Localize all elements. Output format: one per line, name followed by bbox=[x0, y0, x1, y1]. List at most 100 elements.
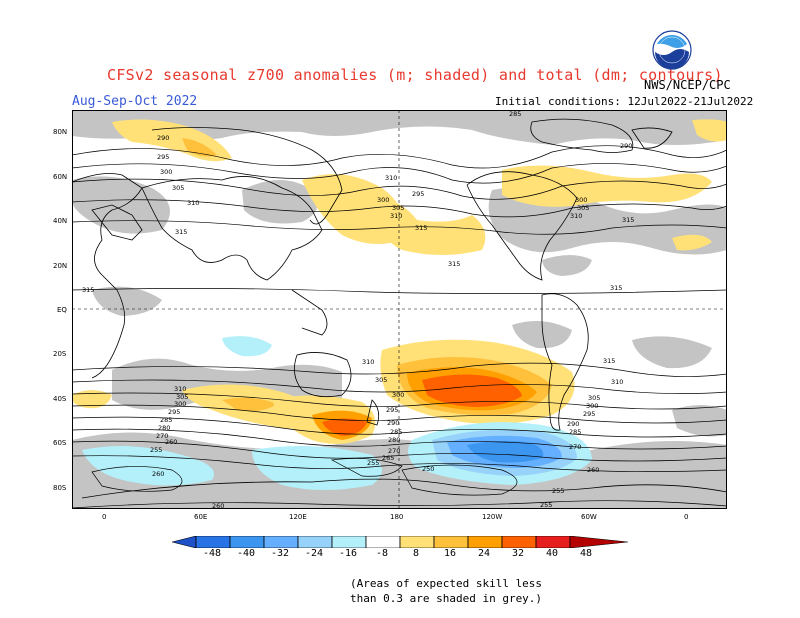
contour-label: 250 bbox=[422, 465, 434, 473]
contour-label: 290 bbox=[387, 419, 399, 427]
contour-label: 300 bbox=[586, 402, 598, 410]
colorbar-segment bbox=[172, 536, 197, 548]
contour-label: 310 bbox=[390, 212, 402, 220]
contour-label: 305 bbox=[172, 184, 184, 192]
contour-label: 315 bbox=[448, 260, 460, 268]
contour-label: 295 bbox=[157, 153, 169, 161]
contour-label: 295 bbox=[386, 406, 398, 414]
lon-label: 60W bbox=[581, 513, 597, 521]
contour-label: 300 bbox=[575, 196, 587, 204]
contour-label: 270 bbox=[388, 447, 400, 455]
lat-label: 20S bbox=[53, 350, 67, 358]
contour-label: 270 bbox=[569, 443, 581, 451]
colorbar-segment bbox=[229, 536, 265, 548]
contour-label: 255 bbox=[552, 487, 564, 495]
contour-label: 305 bbox=[588, 394, 600, 402]
contour-label: 290 bbox=[620, 142, 632, 150]
positive-anomaly-areas bbox=[72, 119, 727, 444]
contour-label: 285 bbox=[509, 110, 521, 118]
colorbar-segment bbox=[331, 536, 367, 548]
colorbar-tick-label: -8 bbox=[375, 548, 389, 559]
colorbar-segment bbox=[365, 536, 401, 548]
lon-label: 120E bbox=[289, 513, 307, 521]
contour-label: 300 bbox=[392, 391, 404, 399]
colorbar-segment bbox=[263, 536, 299, 548]
colorbar-segment bbox=[535, 536, 571, 548]
contour-label: 285 bbox=[160, 416, 172, 424]
contour-label: 305 bbox=[375, 376, 387, 384]
agency-label: NWS/NCEP/CPC bbox=[644, 78, 731, 92]
contour-label: 260 bbox=[165, 438, 177, 446]
lon-label: 0 bbox=[684, 513, 689, 521]
colorbar-tick-label: 40 bbox=[545, 548, 559, 559]
contour-label: 295 bbox=[583, 410, 595, 418]
contour-label: 255 bbox=[367, 459, 379, 467]
colorbar-segment bbox=[399, 536, 435, 548]
colorbar-tick-label: 8 bbox=[412, 548, 420, 559]
lat-label: 80S bbox=[53, 484, 67, 492]
skill-note: (Areas of expected skill less than 0.3 a… bbox=[350, 576, 542, 606]
contour-label: 310 bbox=[362, 358, 374, 366]
contour-label: 310 bbox=[385, 174, 397, 182]
lat-label: EQ bbox=[57, 306, 67, 314]
noaa-logo-icon bbox=[652, 30, 692, 70]
map-frame bbox=[72, 110, 727, 509]
colorbar-tick-label: -48 bbox=[202, 548, 222, 559]
contour-label: 305 bbox=[176, 393, 188, 401]
lat-label: 20N bbox=[53, 262, 68, 270]
skill-note-line-1: (Areas of expected skill less bbox=[350, 577, 543, 590]
contour-label: 300 bbox=[160, 168, 172, 176]
colorbar-segment bbox=[501, 536, 537, 548]
lon-label: 180 bbox=[390, 513, 404, 521]
anomaly-map: 290 295 300 305 310 315 285 290 300 305 … bbox=[72, 110, 727, 510]
contour-label: 310 bbox=[570, 212, 582, 220]
contour-label: 295 bbox=[412, 190, 424, 198]
season-label: Aug-Sep-Oct 2022 bbox=[72, 94, 198, 109]
map-canvas: 290 295 300 305 310 315 285 290 300 305 … bbox=[72, 110, 727, 510]
lat-label: 40N bbox=[53, 217, 68, 225]
contour-label: 285 bbox=[569, 428, 581, 436]
skill-note-line-2: than 0.3 are shaded in grey.) bbox=[350, 592, 543, 605]
contour-label: 295 bbox=[168, 408, 180, 416]
contour-label: 310 bbox=[187, 199, 199, 207]
contour-label: 260 bbox=[212, 502, 224, 509]
contour-label: 255 bbox=[540, 501, 552, 509]
lat-label: 60N bbox=[53, 173, 68, 181]
contour-label: 300 bbox=[377, 196, 389, 204]
contour-label: 290 bbox=[567, 420, 579, 428]
color-scale-bar bbox=[172, 536, 628, 548]
colorbar-tick-label: -32 bbox=[270, 548, 290, 559]
colorbar-tick-label: -16 bbox=[338, 548, 358, 559]
colorbar-segment bbox=[297, 536, 333, 548]
contour-label: 265 bbox=[382, 454, 394, 462]
lat-label: 80N bbox=[53, 128, 68, 136]
contour-label: 305 bbox=[392, 204, 404, 212]
contour-label: 315 bbox=[603, 357, 615, 365]
colorbar-tick-label: -40 bbox=[236, 548, 256, 559]
colorbar-tick-label: 32 bbox=[511, 548, 525, 559]
contour-label: 310 bbox=[174, 385, 186, 393]
contour-label: 280 bbox=[158, 424, 170, 432]
contour-label: 270 bbox=[156, 432, 168, 440]
coastlines bbox=[72, 118, 727, 499]
contour-label: 315 bbox=[610, 284, 622, 292]
colorbar-segment bbox=[433, 536, 469, 548]
contour-label: 260 bbox=[587, 466, 599, 474]
colorbar-tick-label: -24 bbox=[304, 548, 324, 559]
contour-label: 260 bbox=[152, 470, 164, 478]
colorbar-tick-label: 48 bbox=[579, 548, 593, 559]
colorbar-segment bbox=[569, 536, 628, 548]
lon-label: 120W bbox=[482, 513, 503, 521]
contour-label: 280 bbox=[388, 436, 400, 444]
contour-label: 300 bbox=[174, 400, 186, 408]
lon-label: 60E bbox=[194, 513, 208, 521]
contour-label: 315 bbox=[82, 286, 94, 294]
contour-label: 315 bbox=[415, 224, 427, 232]
contour-label: 305 bbox=[577, 204, 589, 212]
lat-label: 40S bbox=[53, 395, 67, 403]
colorbar-segment bbox=[195, 536, 231, 548]
colorbar-tick-label: 16 bbox=[443, 548, 457, 559]
height-contours bbox=[72, 145, 727, 509]
contour-label: 310 bbox=[611, 378, 623, 386]
contour-labels: 290 295 300 305 310 315 285 290 300 305 … bbox=[82, 110, 634, 510]
